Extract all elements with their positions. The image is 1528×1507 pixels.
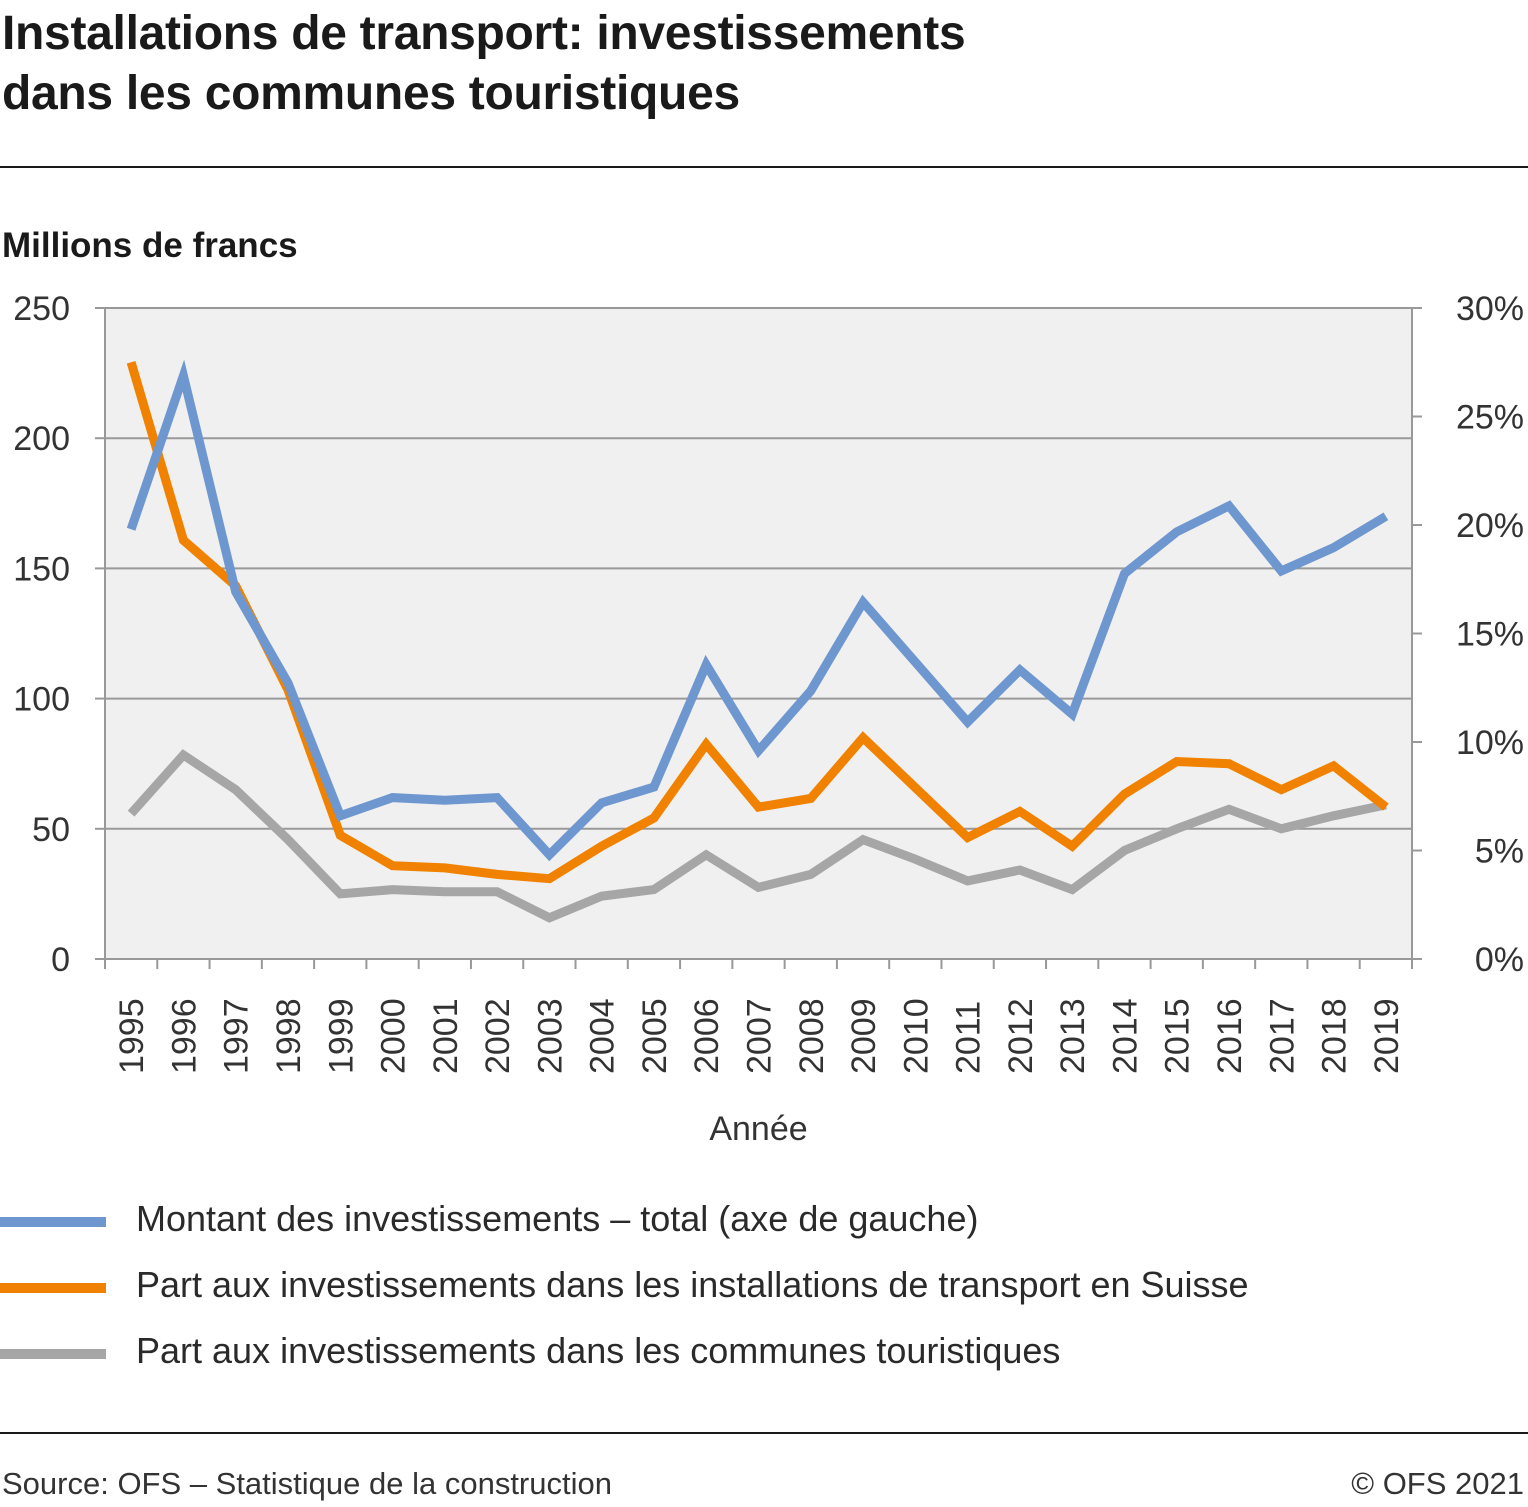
y-axis-left-tick-label: 150 bbox=[13, 550, 70, 588]
x-axis-tick-label: 2007 bbox=[741, 998, 779, 1074]
y-axis-right-tick-label: 5% bbox=[1475, 833, 1524, 871]
x-axis-tick-label: 2005 bbox=[636, 998, 674, 1074]
x-axis-tick-label: 2002 bbox=[479, 998, 517, 1074]
y-axis-left-tick-label: 100 bbox=[13, 681, 70, 719]
x-axis-tick-label: 2018 bbox=[1316, 998, 1354, 1074]
x-axis-tick-label: 1996 bbox=[165, 998, 203, 1074]
chart-title: Installations de transport: investisseme… bbox=[2, 4, 1502, 124]
y-axis-right-tick-labels: 0% 5% 10% 15% 20% 25% 30% bbox=[1456, 290, 1524, 979]
x-axis-tick-label: 2000 bbox=[375, 998, 413, 1074]
legend-label-communes: Part aux investissements dans les commun… bbox=[136, 1330, 1061, 1371]
x-axis-title: Année bbox=[709, 1110, 807, 1148]
legend-swatch-communes bbox=[0, 1349, 106, 1359]
legend-label-suisse: Part aux investissements dans les instal… bbox=[136, 1264, 1249, 1305]
y-axis-unit-label: Millions de francs bbox=[2, 226, 298, 265]
y-axis-left-tick-labels: 0 50 100 150 200 250 bbox=[13, 290, 70, 979]
series-lines bbox=[126, 359, 1389, 923]
x-axis-tick-label: 2013 bbox=[1054, 998, 1092, 1074]
x-axis-tick-label: 2011 bbox=[950, 1001, 988, 1074]
x-axis-tick-label: 2001 bbox=[427, 998, 465, 1074]
x-axis-tick-labels: 1995 1996 1997 1998 1999 2000 2001 2002 2003 2004… bbox=[113, 998, 1406, 1074]
y-axis-right-tick-label: 10% bbox=[1456, 724, 1524, 762]
x-axis-tick-label: 2015 bbox=[1159, 998, 1197, 1074]
x-axis-tick-label: 2019 bbox=[1368, 998, 1406, 1074]
y-axis-right-tick-label: 0% bbox=[1475, 941, 1524, 979]
x-axis-tick-label: 1995 bbox=[113, 998, 151, 1074]
y-axis-left-tick-label: 200 bbox=[13, 420, 70, 458]
y-axis-right-tick-label: 25% bbox=[1456, 399, 1524, 437]
chart-title-line-2: dans les communes touristiques bbox=[2, 67, 740, 120]
x-axis-tick-label: 2017 bbox=[1263, 998, 1301, 1074]
source-note: Source: OFS – Statistique de la construc… bbox=[2, 1466, 612, 1501]
y-axis-right-tick-label: 30% bbox=[1456, 290, 1524, 328]
x-axis-tick-label: 2006 bbox=[688, 998, 726, 1074]
x-axis-tick-label: 2012 bbox=[1002, 998, 1040, 1074]
x-axis-tick-label: 1999 bbox=[322, 998, 360, 1074]
chart-title-line-1: Installations de transport: investisseme… bbox=[2, 7, 966, 60]
y-axis-right-tick-label: 20% bbox=[1456, 507, 1524, 545]
x-axis-tick-label: 2014 bbox=[1106, 998, 1144, 1074]
y-axis-left-tick-label: 250 bbox=[13, 290, 70, 328]
y-axis-right-tick-label: 15% bbox=[1456, 616, 1524, 654]
gridlines bbox=[105, 307, 1412, 830]
title-divider bbox=[0, 166, 1528, 168]
copyright: © OFS 2021 bbox=[1351, 1466, 1524, 1501]
axes bbox=[95, 307, 1422, 969]
x-axis-tick-label: 2010 bbox=[897, 998, 935, 1074]
x-axis-tick-label: 2004 bbox=[584, 998, 622, 1074]
legend-swatch-suisse bbox=[0, 1283, 106, 1293]
y-axis-left-tick-label: 0 bbox=[51, 941, 70, 979]
legend-swatch-total bbox=[0, 1217, 106, 1227]
x-axis-tick-label: 2016 bbox=[1211, 998, 1249, 1074]
x-axis-tick-label: 2008 bbox=[793, 998, 831, 1074]
x-axis-tick-label: 1997 bbox=[218, 998, 256, 1074]
y-axis-left-tick-label: 50 bbox=[32, 811, 70, 849]
legend-label-total: Montant des investissements – total (axe… bbox=[136, 1198, 979, 1239]
footer-divider bbox=[0, 1432, 1528, 1434]
plot-background bbox=[105, 308, 1412, 959]
x-axis-tick-label: 1998 bbox=[270, 998, 308, 1074]
x-axis-tick-label: 2009 bbox=[845, 998, 883, 1074]
chart-area: 0 50 100 150 200 250 0% 5% 10% 15% 20% 25% 30% 1995… bbox=[13, 290, 1524, 1148]
x-axis-tick-label: 2003 bbox=[531, 998, 569, 1074]
